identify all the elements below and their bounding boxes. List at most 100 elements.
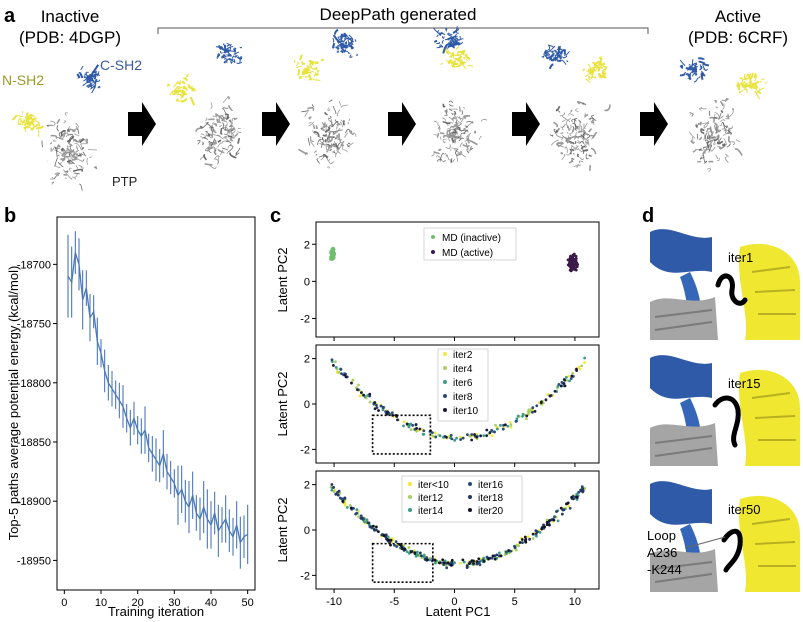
energy-plot-ticks: 0 10 20 30 40 50 -18950 -18900 -18850 -18800 -1875… [17,259,254,609]
ptp-strand [590,135,595,137]
ptp-strand [732,108,735,111]
latent-point [575,265,579,269]
ptp-strand [61,132,67,137]
ptp-strand [442,160,446,163]
ptp-strand [223,117,225,122]
latent-point [531,410,534,414]
latent-point [538,530,542,534]
nsh2-strand [18,115,24,118]
nsh2-strand [465,57,470,61]
ptp-strand [208,140,214,144]
ptp-strand [235,152,240,156]
ptp-stripes [654,309,713,331]
csh2-strand [560,54,562,59]
ptp-strand [569,109,573,113]
nsh2-label: N-SH2 [2,72,44,88]
csh2-strand [226,58,228,64]
ptp-strand [210,126,214,130]
nsh2-strand [298,76,303,80]
latent-point [336,493,340,497]
latent-point [394,540,398,544]
ptp-strand [222,116,230,119]
ptp-strand [308,121,312,124]
ptp-strand [465,142,469,151]
ptp-strand [342,149,348,153]
csh2-strand [84,73,88,78]
ptp-strand [461,110,463,115]
csh2-strand [356,53,358,57]
panel-c: c -2 0 2 Latent PC2 MD (inactive) MD (acti… [270,205,600,619]
ptp-strand [221,122,224,129]
ptp-strand [579,130,586,134]
csh2-strand [700,72,705,77]
ptp-strand [701,122,710,125]
ptp-strand [569,128,575,135]
ptp-strand [69,135,74,139]
latent-point [490,429,494,432]
csh2-strand [222,43,225,46]
csh2-strand [332,37,335,43]
ptp-strand [565,153,571,156]
ptp-strand [340,104,349,108]
csh2-strand [683,71,687,74]
ptp-strand [574,118,577,129]
latent-point [560,512,564,516]
csh2-strand [681,64,684,68]
nsh2-strand [11,114,18,121]
ptp-strand [579,121,581,131]
ptp-strand [727,129,733,135]
ptp-strand [553,128,556,133]
latent-point [402,424,405,428]
csh2-strand [685,73,692,80]
csh2-strand [233,54,237,58]
ptp-strand [710,139,716,142]
ptp-strand [326,144,334,153]
protein-structure-4 [431,26,488,163]
ptp-strand [298,148,308,155]
nsh2-strand [603,65,608,68]
ptp-strand [587,139,590,146]
csh2-strand [221,55,227,59]
ptp-strand [457,121,463,125]
protein-structure-3 [293,28,358,169]
ptp-strand [216,118,219,124]
highlight-box [371,414,432,455]
csh2-strand [348,34,354,40]
ptp-strand [222,126,227,131]
latent-point [363,520,367,524]
ptp-strand [724,156,729,163]
ptp-strand [208,139,216,146]
csh2-strand [217,45,226,52]
energy-ylabel: Top-5 paths average potential energy (kc… [6,266,21,541]
nsh2-strand [38,125,45,130]
ptp-strand [725,97,729,101]
ptp-strand [695,148,704,152]
legend-iter20: iter20 [478,506,503,517]
nsh2-strand [173,89,178,94]
latent-point [564,376,568,379]
latent-point [329,249,333,253]
ptp-strand [463,129,469,135]
latent-plot3: -2 0 2 -10 -5 0 5 10 [300,480,587,608]
legend-md-active: MD (active) [442,248,493,259]
ptp-strand [62,147,66,152]
csh2-strand [76,73,81,79]
csh2-strand [337,44,342,47]
energy-xtick-label: 30 [168,597,180,609]
latent-plot3-legend [401,475,523,523]
latent-point [535,404,539,408]
ptp-strand [714,99,717,104]
protein-structures [11,26,768,191]
ptp-strand [82,151,86,157]
ptp-strand [324,126,331,133]
latent-point [535,530,539,534]
ptp-strand [69,167,72,172]
snapshot-iter15 [648,348,800,466]
ptp-strand [321,142,325,148]
energy-xtick-label: 40 [205,597,217,609]
csh2-strand [452,44,457,46]
latent-point [414,554,418,558]
latent-point [563,384,567,388]
latent-point [334,365,338,369]
ptp-strand [232,130,236,134]
